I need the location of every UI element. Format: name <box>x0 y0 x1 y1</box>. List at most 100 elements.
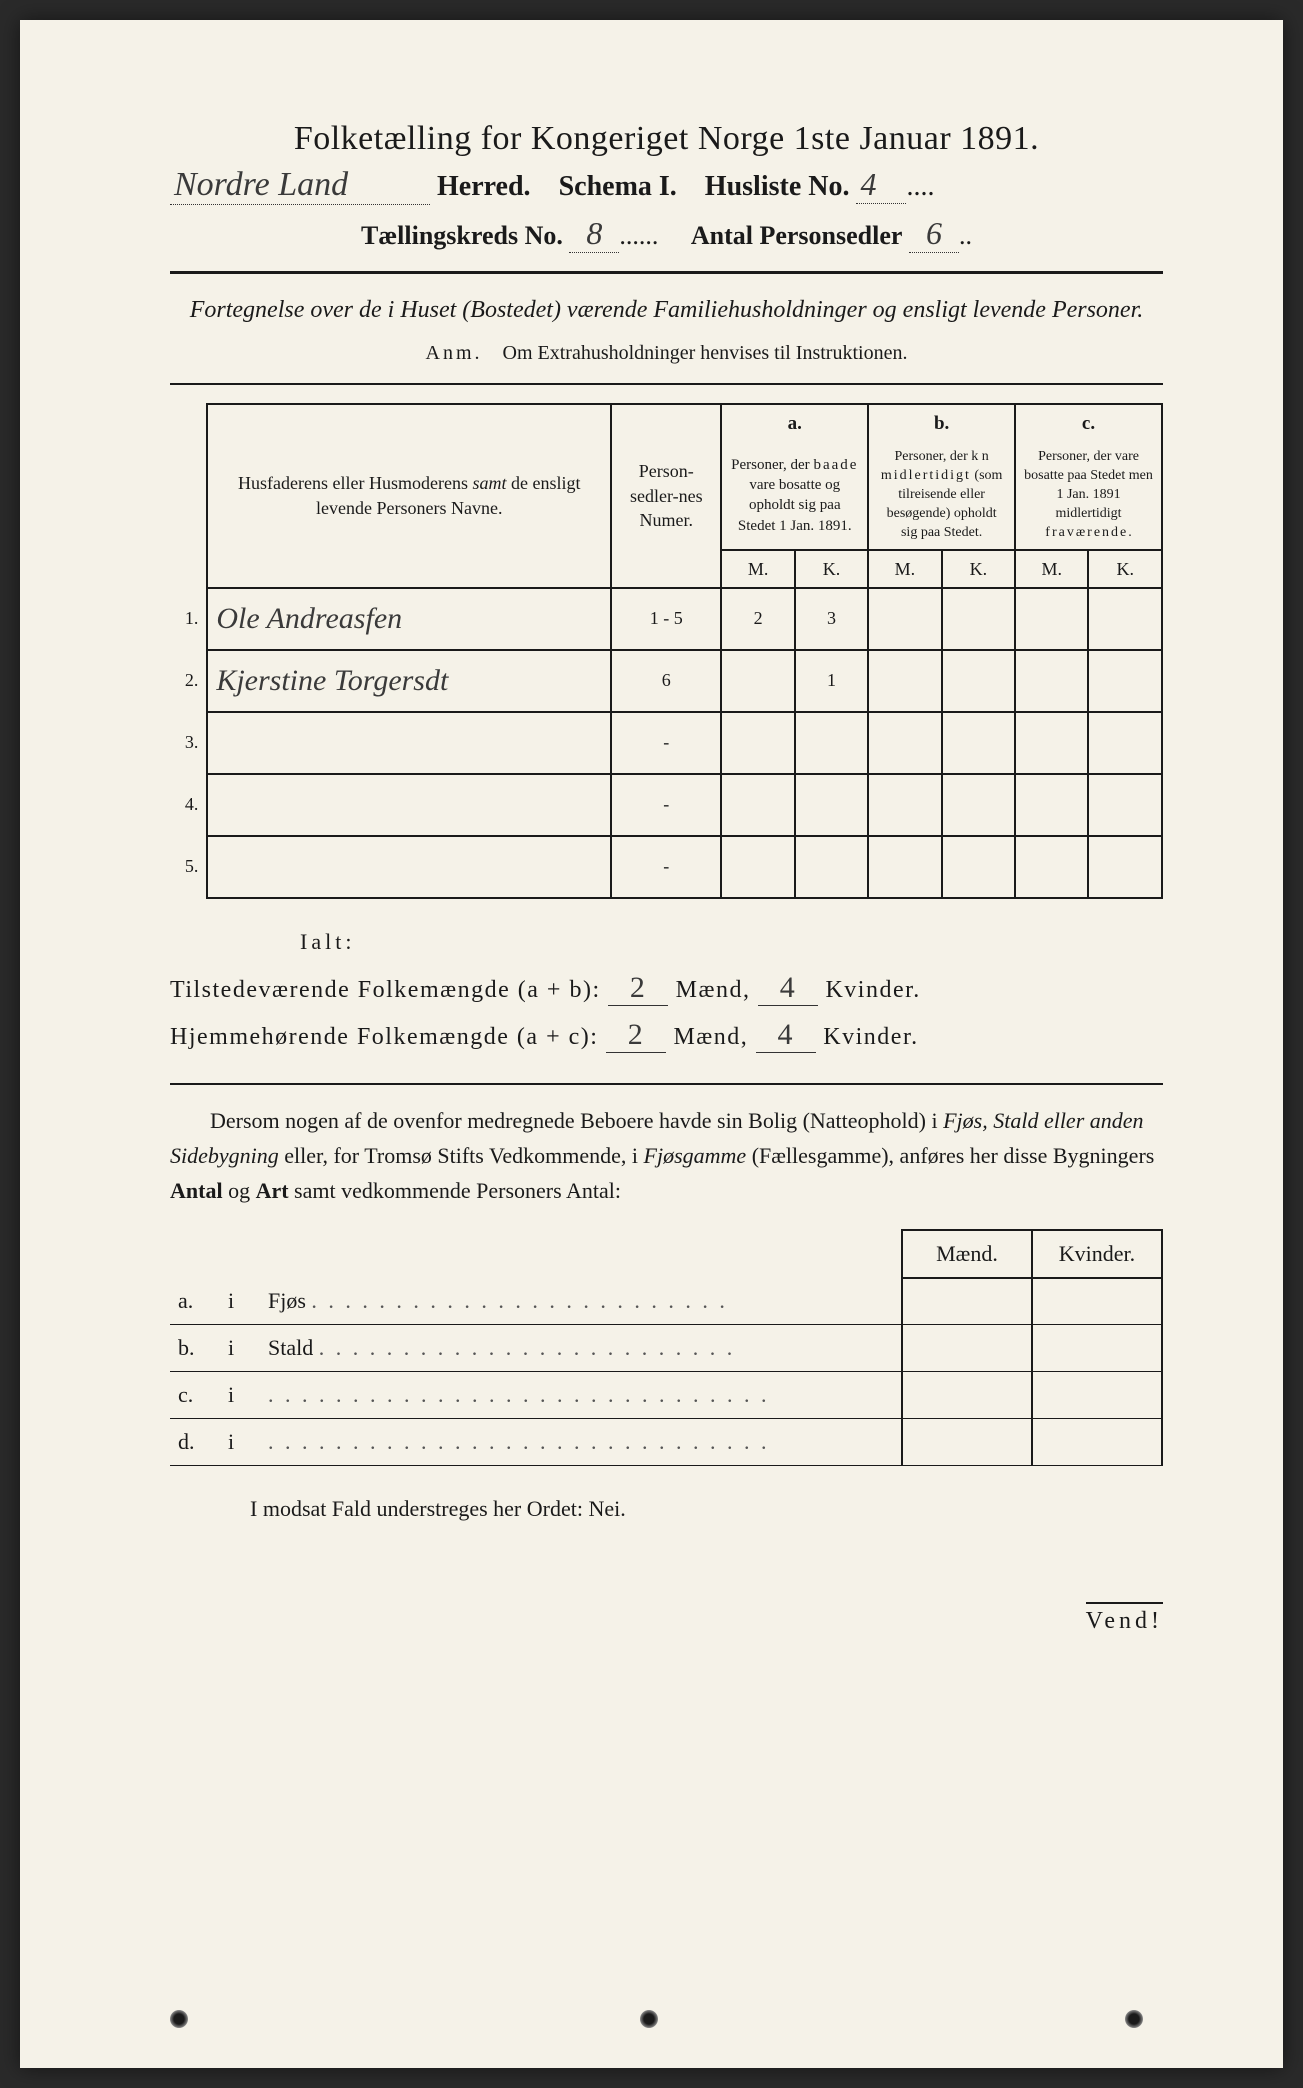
row-num: 3. <box>170 712 207 774</box>
row-cM <box>1015 712 1088 774</box>
bt-k-val <box>1032 1371 1162 1418</box>
summary-line-2: Hjemmehørende Folkemængde (a + c): 2 Mæn… <box>170 1018 1163 1053</box>
row-cK <box>1088 712 1162 774</box>
husliste-no-value: 4 <box>856 166 906 204</box>
bt-m-val <box>902 1371 1032 1418</box>
row-name <box>207 774 611 836</box>
table-row: 5. - <box>170 836 1162 898</box>
col-sedler-header: Person-sedler-nes Numer. <box>611 404 721 588</box>
kvinder-label: Kvinder. <box>823 1024 918 1050</box>
census-form-page: Folketælling for Kongeriget Norge 1ste J… <box>20 20 1283 2068</box>
col-c-label: c. <box>1015 404 1162 443</box>
header-line-2: Nordre Land Herred. Schema I. Husliste N… <box>170 166 1163 205</box>
summary-1-m: 2 <box>608 971 668 1006</box>
bt-i: i <box>220 1278 260 1325</box>
table-row: 3. - <box>170 712 1162 774</box>
row-bM <box>868 712 941 774</box>
bt-i: i <box>220 1418 260 1465</box>
row-aK: 1 <box>795 650 868 712</box>
summary-line-1: Tilstedeværende Folkemængde (a + b): 2 M… <box>170 971 1163 1006</box>
main-data-table: Husfaderens eller Husmoderens samt de en… <box>170 403 1163 899</box>
row-name <box>207 712 611 774</box>
row-cM <box>1015 588 1088 650</box>
col-names-header: Husfaderens eller Husmoderens samt de en… <box>207 404 611 588</box>
antal-label: Antal Personsedler <box>691 221 903 250</box>
row-cM <box>1015 774 1088 836</box>
table-header-row-1: Husfaderens eller Husmoderens samt de en… <box>170 404 1162 443</box>
bt-kvinder: Kvinder. <box>1032 1230 1162 1278</box>
anm-label: Anm. <box>426 342 483 364</box>
bt-i: i <box>220 1324 260 1371</box>
row-aK <box>795 836 868 898</box>
bt-label: a. <box>170 1278 220 1325</box>
row-cM <box>1015 650 1088 712</box>
row-aK <box>795 712 868 774</box>
table-row: 1. Ole Andreasfen 1 - 5 2 3 <box>170 588 1162 650</box>
row-sedler: - <box>611 712 721 774</box>
header-line-3: Tællingskreds No. 8...... Antal Personse… <box>170 215 1163 253</box>
maend-label: Mænd, <box>676 977 751 1003</box>
col-b-label: b. <box>868 404 1015 443</box>
anm-line: Anm. Om Extrahusholdninger henvises til … <box>170 342 1163 365</box>
binding-hole <box>170 2010 188 2028</box>
col-aK: K. <box>795 550 868 588</box>
row-sedler: 1 - 5 <box>611 588 721 650</box>
table-row: 2. Kjerstine Torgersdt 6 1 <box>170 650 1162 712</box>
row-aK: 3 <box>795 588 868 650</box>
summary-2-k: 4 <box>756 1018 816 1053</box>
row-bM <box>868 774 941 836</box>
kvinder-label: Kvinder. <box>825 977 920 1003</box>
rule-3 <box>170 1083 1163 1085</box>
table-row: 4. - <box>170 774 1162 836</box>
row-bM <box>868 588 941 650</box>
col-a-label: a. <box>721 404 868 443</box>
sidebygning-paragraph: Dersom nogen af de ovenfor medregnede Be… <box>170 1103 1163 1209</box>
row-aM <box>721 650 794 712</box>
antal-value: 6 <box>909 215 959 253</box>
row-name: Ole Andreasfen <box>207 588 611 650</box>
bt-label: d. <box>170 1418 220 1465</box>
row-name: Kjerstine Torgersdt <box>207 650 611 712</box>
binding-hole <box>640 2010 658 2028</box>
col-bM: M. <box>868 550 941 588</box>
kreds-label: Tællingskreds No. <box>361 221 563 250</box>
row-aK <box>795 774 868 836</box>
bt-label: c. <box>170 1371 220 1418</box>
summary-2-label: Hjemmehørende Folkemængde (a + c): <box>170 1024 598 1050</box>
row-cM <box>1015 836 1088 898</box>
bt-k-val <box>1032 1324 1162 1371</box>
bt-k-val <box>1032 1418 1162 1465</box>
row-aM <box>721 836 794 898</box>
col-aM: M. <box>721 550 794 588</box>
subtitle: Fortegnelse over de i Huset (Bostedet) v… <box>170 294 1163 328</box>
col-bK: K. <box>942 550 1015 588</box>
bt-row: a. i Fjøs . . . . . . . . . . . . . . . … <box>170 1278 1162 1325</box>
bt-maend: Mænd. <box>902 1230 1032 1278</box>
bt-m-val <box>902 1418 1032 1465</box>
bt-name: . . . . . . . . . . . . . . . . . . . . … <box>260 1371 902 1418</box>
kreds-no-value: 8 <box>569 215 619 253</box>
row-bK <box>942 836 1015 898</box>
row-cK <box>1088 588 1162 650</box>
bt-name: Stald . . . . . . . . . . . . . . . . . … <box>260 1324 902 1371</box>
row-aM: 2 <box>721 588 794 650</box>
row-bM <box>868 836 941 898</box>
col-b-text: Personer, der k n midlertidigt (som tilr… <box>868 442 1015 549</box>
bt-row: b. i Stald . . . . . . . . . . . . . . .… <box>170 1324 1162 1371</box>
rule-1 <box>170 271 1163 274</box>
herred-value: Nordre Land <box>170 166 430 205</box>
bt-header: Mænd. Kvinder. <box>170 1230 1162 1278</box>
row-num: 4. <box>170 774 207 836</box>
herred-label: Herred. <box>437 171 531 202</box>
row-cK <box>1088 774 1162 836</box>
row-sedler: - <box>611 774 721 836</box>
row-sedler: 6 <box>611 650 721 712</box>
schema-label: Schema I. <box>559 171 677 202</box>
row-cK <box>1088 836 1162 898</box>
bt-row: c. i . . . . . . . . . . . . . . . . . .… <box>170 1371 1162 1418</box>
row-bK <box>942 588 1015 650</box>
binding-hole <box>1125 2010 1143 2028</box>
summary-1-label: Tilstedeværende Folkemængde (a + b): <box>170 977 601 1003</box>
bt-i: i <box>220 1371 260 1418</box>
row-name <box>207 836 611 898</box>
